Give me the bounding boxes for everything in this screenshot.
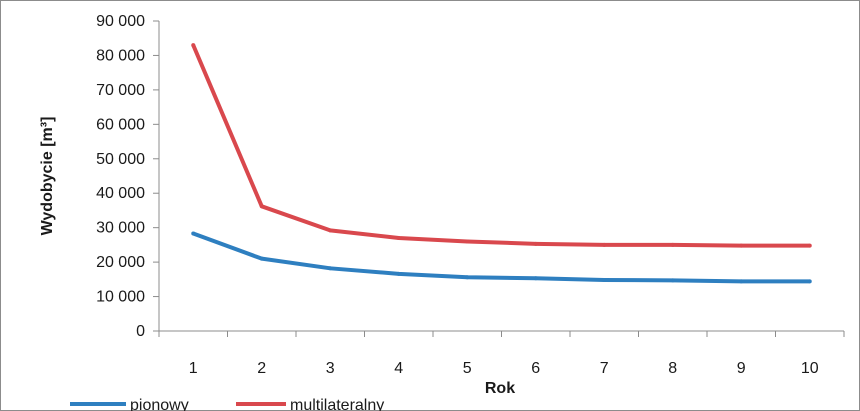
y-tick-label: 10 000 xyxy=(96,289,145,306)
x-tick-label: 1 xyxy=(189,360,198,377)
y-tick-label: 90 000 xyxy=(96,13,145,30)
x-axis-title: Rok xyxy=(485,380,515,397)
x-tick-label: 5 xyxy=(463,360,472,377)
data-point-multilateralny xyxy=(533,241,538,246)
x-tick-label: 7 xyxy=(600,360,609,377)
data-point-multilateralny xyxy=(191,43,196,48)
legend-label-pionowy: pionowy xyxy=(130,397,189,411)
data-point-multilateralny xyxy=(670,242,675,247)
x-tick-label: 6 xyxy=(531,360,540,377)
x-tick-label: 2 xyxy=(257,360,266,377)
data-point-multilateralny xyxy=(602,242,607,247)
data-point-pionowy xyxy=(465,275,470,280)
data-point-pionowy xyxy=(602,278,607,283)
y-tick-label: 30 000 xyxy=(96,220,145,237)
data-point-pionowy xyxy=(670,278,675,283)
data-point-pionowy xyxy=(396,271,401,276)
data-point-multilateralny xyxy=(328,228,333,233)
plot-area: 0 10 000 20 000 30 000 40 000 50 000 60 000 70 … xyxy=(96,13,845,377)
data-point-multilateralny xyxy=(396,236,401,240)
data-point-pionowy xyxy=(328,266,333,271)
y-tick-label: 50 000 xyxy=(96,151,145,168)
data-point-multilateralny xyxy=(807,243,812,248)
x-tick-label: 8 xyxy=(668,360,677,377)
x-tick-label: 4 xyxy=(394,360,403,377)
y-tick-label: 40 000 xyxy=(96,185,145,202)
y-tick-label: 60 000 xyxy=(96,116,145,133)
y-axis-title: Wydobycie [m³] xyxy=(39,117,56,236)
data-point-multilateralny xyxy=(259,204,264,209)
data-point-pionowy xyxy=(191,231,196,236)
y-tick-label: 70 000 xyxy=(96,82,145,99)
x-tick-label: 10 xyxy=(801,360,819,377)
series-line-pionowy xyxy=(192,231,810,284)
x-tick-label: 3 xyxy=(326,360,335,377)
y-tick-label: 80 000 xyxy=(96,47,145,64)
series-line-multilateralny xyxy=(191,44,810,248)
legend: pionowy multilateralny xyxy=(70,397,384,411)
y-tick-label: 20 000 xyxy=(96,254,145,271)
x-tick-label: 9 xyxy=(737,360,746,377)
data-point-multilateralny xyxy=(465,239,470,244)
y-tick-label: 0 xyxy=(136,323,145,340)
data-point-pionowy xyxy=(739,279,744,284)
legend-label-multilateralny: multilateralny xyxy=(290,397,384,411)
data-point-pionowy xyxy=(533,276,538,281)
data-point-multilateralny xyxy=(739,243,744,248)
data-point-pionowy xyxy=(807,279,812,284)
data-point-pionowy xyxy=(259,256,264,261)
